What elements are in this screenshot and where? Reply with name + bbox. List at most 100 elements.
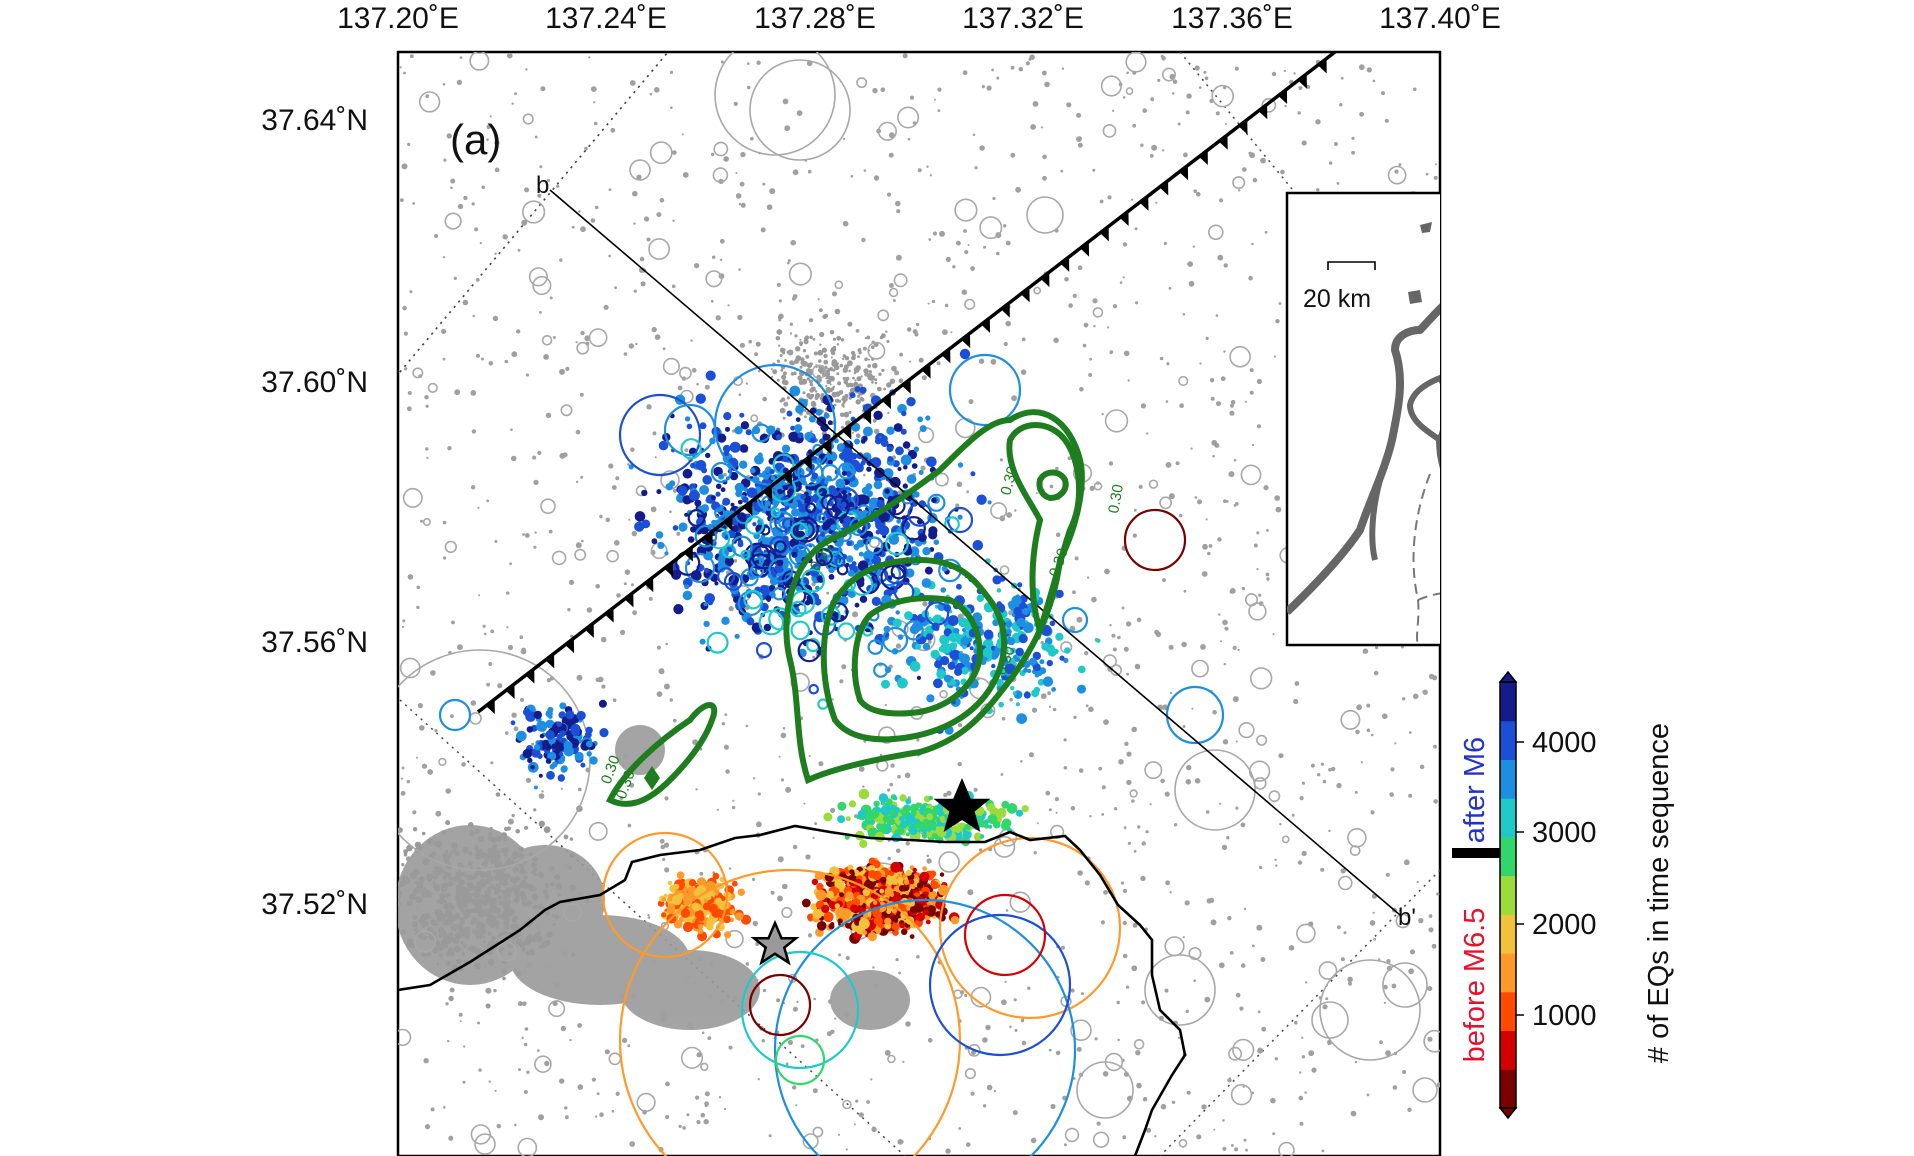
- sequence-event: [899, 794, 907, 802]
- background-event: [886, 339, 890, 344]
- background-event: [784, 125, 791, 132]
- sequence-event: [791, 551, 798, 558]
- background-event: [757, 1078, 760, 1081]
- lat-tick-label: 37.56˚N: [261, 626, 368, 659]
- background-event: [537, 450, 542, 455]
- background-event: [718, 1096, 722, 1099]
- background-event: [1249, 368, 1254, 373]
- background-event: [451, 924, 458, 932]
- background-event: [659, 838, 665, 844]
- background-event: [944, 303, 949, 308]
- sequence-event: [879, 888, 885, 894]
- background-event: [772, 369, 778, 375]
- background-event: [1070, 988, 1075, 993]
- background-event: [468, 886, 472, 891]
- background-event: [819, 343, 822, 346]
- background-event: [814, 822, 818, 826]
- background-event: [1435, 163, 1437, 166]
- background-event: [376, 886, 381, 891]
- background-event: [690, 339, 693, 342]
- background-event: [710, 299, 714, 303]
- background-event: [790, 239, 796, 246]
- sequence-event: [687, 536, 695, 543]
- background-event: [436, 962, 440, 966]
- lon-tick-label: 137.32˚E: [962, 2, 1084, 35]
- background-event: [841, 403, 845, 407]
- background-event: [964, 993, 968, 998]
- background-event: [1116, 1000, 1120, 1005]
- background-event: [485, 987, 492, 994]
- background-event: [1252, 177, 1258, 183]
- background-event: [1101, 785, 1106, 790]
- background-event: [419, 725, 425, 731]
- background-event: [374, 876, 381, 883]
- sequence-event: [893, 423, 903, 432]
- background-event-circle: [1211, 84, 1234, 108]
- sequence-event: [886, 445, 894, 452]
- background-event: [569, 884, 576, 892]
- background-event: [844, 1011, 850, 1018]
- background-event: [636, 174, 642, 180]
- background-event: [883, 387, 886, 391]
- background-event: [389, 869, 395, 875]
- background-event: [387, 913, 393, 919]
- background-event: [855, 399, 861, 405]
- background-event: [1248, 275, 1253, 281]
- background-event: [1099, 199, 1104, 204]
- background-event: [1068, 303, 1073, 308]
- background-event-circle: [842, 1099, 852, 1110]
- background-event: [474, 886, 481, 893]
- background-event: [1216, 401, 1221, 407]
- background-event: [448, 932, 454, 938]
- sequence-event: [902, 546, 913, 556]
- background-event: [474, 947, 479, 952]
- background-event: [1273, 355, 1276, 358]
- background-event: [699, 871, 704, 876]
- sequence-event: [905, 568, 915, 578]
- sequence-event: [886, 426, 895, 435]
- background-event: [1160, 778, 1165, 784]
- background-event: [973, 787, 978, 792]
- background-event: [493, 898, 498, 903]
- background-event: [610, 127, 616, 133]
- background-event: [488, 1080, 491, 1083]
- background-event: [552, 336, 556, 339]
- sequence-event: [737, 499, 743, 505]
- background-event: [611, 485, 617, 490]
- background-event: [841, 664, 847, 670]
- background-event: [790, 372, 795, 376]
- background-event: [696, 1120, 701, 1125]
- sequence-event: [701, 467, 708, 474]
- background-event-circle: [1144, 954, 1216, 1026]
- background-event: [704, 1104, 708, 1108]
- background-event: [619, 796, 624, 800]
- background-event: [511, 712, 517, 718]
- background-event: [830, 387, 835, 391]
- sequence-event: [839, 519, 845, 524]
- sequence-event: [898, 885, 906, 892]
- background-event: [445, 820, 451, 826]
- background-event: [866, 1100, 870, 1104]
- background-event: [1222, 1119, 1225, 1122]
- background-event: [669, 698, 673, 702]
- background-event: [1126, 71, 1129, 75]
- sequence-event: [661, 912, 667, 918]
- sequence-event: [957, 462, 964, 468]
- background-event: [1284, 104, 1287, 108]
- background-event: [805, 354, 810, 359]
- background-event: [417, 703, 423, 709]
- background-event: [1412, 693, 1419, 700]
- background-event: [814, 392, 821, 399]
- background-event-circle: [541, 334, 553, 346]
- background-event: [1321, 1149, 1325, 1153]
- background-event: [1222, 1146, 1227, 1151]
- background-event: [820, 393, 825, 398]
- background-event: [504, 906, 511, 914]
- background-event: [1256, 568, 1259, 571]
- background-event-circle: [893, 273, 908, 288]
- background-event: [434, 729, 438, 733]
- background-event: [1275, 506, 1282, 513]
- background-event-circle: [496, 941, 517, 962]
- background-event: [1006, 512, 1012, 518]
- sequence-event: [891, 908, 897, 914]
